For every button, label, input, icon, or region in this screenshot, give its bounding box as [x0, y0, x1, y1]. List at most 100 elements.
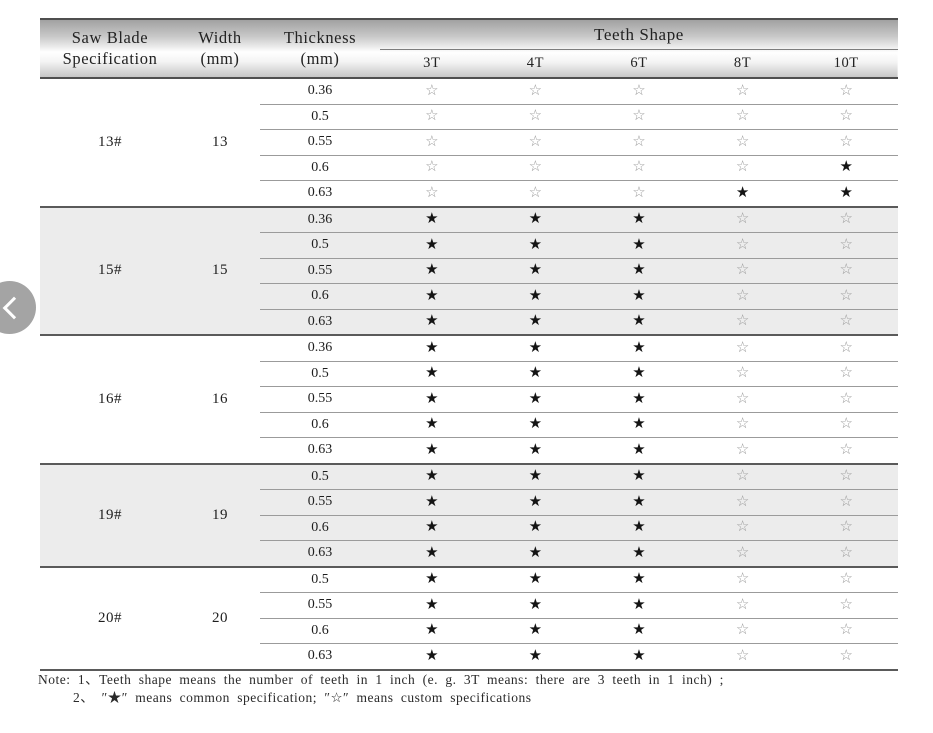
thickness-cell: 0.5 [260, 566, 380, 593]
custom-star-icon: ☆ [587, 180, 691, 208]
col-header-3t: 3T [380, 49, 484, 79]
note: Note: 1、Teeth shape means the number of … [38, 672, 918, 707]
common-star-icon: ★ [794, 155, 898, 181]
common-star-icon: ★ [380, 540, 484, 568]
custom-star-icon: ☆ [690, 386, 795, 413]
common-star-icon: ★ [483, 515, 588, 541]
common-star-icon: ★ [587, 386, 691, 413]
thickness-cell: 0.63 [260, 309, 380, 336]
common-star-icon: ★ [380, 437, 484, 465]
custom-star-icon: ☆ [690, 309, 795, 336]
common-star-icon: ★ [380, 309, 484, 336]
common-star-icon: ★ [587, 232, 691, 259]
custom-star-icon: ☆ [794, 386, 898, 413]
table-body: 13# 13 0.36 ☆ ☆ ☆ ☆ ☆ 0.5 ☆ ☆ ☆ ☆ ☆ 0.55 ☆ ☆ ☆ ☆ ☆ 0.6 ☆ ☆ ☆ ☆ ★ 0… [40, 78, 898, 671]
custom-star-icon: ☆ [794, 618, 898, 644]
note-line-1: Note: 1、Teeth shape means the number of … [38, 672, 724, 687]
common-star-icon: ★ [483, 566, 588, 593]
common-star-icon: ★ [380, 515, 484, 541]
common-star-icon: ★ [483, 437, 588, 465]
common-star-icon: ★ [587, 335, 691, 362]
width-cell: 13 [180, 78, 260, 208]
custom-star-icon: ☆ [794, 129, 898, 156]
thickness-cell: 0.6 [260, 412, 380, 438]
common-star-icon: ★ [587, 412, 691, 438]
thickness-cell: 0.5 [260, 232, 380, 259]
width-cell: 16 [180, 335, 260, 465]
custom-star-icon: ☆ [794, 232, 898, 259]
custom-star-icon: ☆ [794, 489, 898, 516]
table-header: Saw Blade Specification Width (mm) Thick… [40, 19, 898, 79]
table-row: 0.63 ☆ ☆ ☆ ★ ★ [40, 180, 898, 208]
col-header-10t: 10T [794, 49, 898, 79]
custom-star-icon: ☆ [794, 437, 898, 465]
custom-star-icon: ☆ [380, 129, 484, 156]
custom-star-icon: ☆ [794, 309, 898, 336]
custom-star-icon: ☆ [794, 540, 898, 568]
custom-star-icon: ☆ [483, 78, 588, 105]
custom-star-icon: ☆ [690, 206, 795, 233]
custom-star-icon: ☆ [690, 592, 795, 619]
table-row: 0.6 ☆ ☆ ☆ ☆ ★ [40, 155, 898, 181]
common-star-icon: ★ [483, 283, 588, 310]
common-star-icon: ★ [380, 592, 484, 619]
col-header-4t: 4T [483, 49, 588, 79]
common-star-icon: ★ [380, 258, 484, 284]
custom-star-icon: ☆ [690, 258, 795, 284]
thickness-cell: 0.5 [260, 463, 380, 490]
custom-star-icon: ☆ [794, 592, 898, 619]
common-star-icon: ★ [483, 412, 588, 438]
thickness-cell: 0.63 [260, 180, 380, 208]
common-star-icon: ★ [483, 309, 588, 336]
thickness-cell: 0.36 [260, 206, 380, 233]
common-star-icon: ★ [483, 206, 588, 233]
common-star-icon: ★ [483, 643, 588, 671]
table-row: 0.5 ☆ ☆ ☆ ☆ ☆ [40, 104, 898, 130]
custom-star-icon: ☆ [690, 437, 795, 465]
col-header-width: Width (mm) [180, 19, 260, 79]
thickness-cell: 0.36 [260, 335, 380, 362]
custom-star-icon: ☆ [483, 129, 588, 156]
table-row: 0.55 ★ ★ ★ ☆ ☆ [40, 386, 898, 413]
common-star-icon: ★ [483, 232, 588, 259]
custom-star-icon: ☆ [690, 155, 795, 181]
common-star-icon: ★ [483, 618, 588, 644]
width-cell: 20 [180, 566, 260, 671]
common-star-icon: ★ [380, 361, 484, 387]
custom-star-icon: ☆ [794, 463, 898, 490]
custom-star-icon: ☆ [794, 643, 898, 671]
custom-star-icon: ☆ [587, 78, 691, 105]
common-star-icon: ★ [483, 335, 588, 362]
table-row: 0.6 ★ ★ ★ ☆ ☆ [40, 283, 898, 310]
spec-table: Saw Blade Specification Width (mm) Thick… [40, 18, 898, 671]
common-star-icon: ★ [587, 489, 691, 516]
thickness-cell: 0.5 [260, 361, 380, 387]
col-header-spec: Saw Blade Specification [40, 19, 180, 79]
col-header-6t: 6T [587, 49, 691, 79]
spec-cell: 16# [40, 335, 180, 465]
common-star-icon: ★ [380, 489, 484, 516]
custom-star-icon: ☆ [794, 412, 898, 438]
custom-star-icon: ☆ [690, 489, 795, 516]
table-row: 20# 20 0.5 ★ ★ ★ ☆ ☆ [40, 566, 898, 671]
table-row: 16# 16 0.36 ★ ★ ★ ☆ ☆ [40, 335, 898, 465]
col-header-thickness-line1: Thickness [283, 27, 357, 47]
thickness-cell: 0.63 [260, 437, 380, 465]
common-star-icon: ★ [587, 540, 691, 568]
common-star-icon: ★ [690, 180, 795, 208]
common-star-icon: ★ [587, 618, 691, 644]
common-star-icon: ★ [483, 386, 588, 413]
table-row: 0.6 ★ ★ ★ ☆ ☆ [40, 412, 898, 438]
common-star-icon: ★ [587, 258, 691, 284]
common-star-icon: ★ [380, 206, 484, 233]
table-row: 0.55 ☆ ☆ ☆ ☆ ☆ [40, 129, 898, 156]
table-row: 15# 15 0.36 ★ ★ ★ ☆ ☆ [40, 206, 898, 336]
thickness-cell: 0.63 [260, 643, 380, 671]
custom-star-icon: ☆ [483, 180, 588, 208]
thickness-cell: 0.55 [260, 592, 380, 619]
custom-star-icon: ☆ [794, 566, 898, 593]
col-header-thickness-line2: (mm) [300, 48, 340, 68]
common-star-icon: ★ [794, 180, 898, 208]
carousel-prev-button[interactable] [0, 281, 36, 334]
custom-star-icon: ☆ [794, 515, 898, 541]
